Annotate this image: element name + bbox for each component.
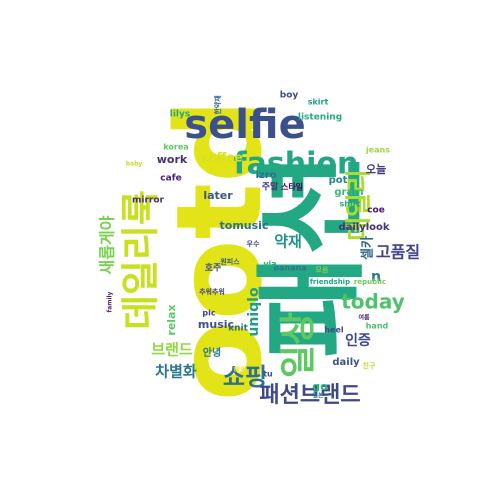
word-skirt: skirt <box>308 98 329 107</box>
word-chuwo: 추워추워 <box>199 287 225 296</box>
word-gram: gram <box>334 187 363 198</box>
word-tu: tu <box>263 370 273 379</box>
word-jumal: 주말 <box>262 181 279 193</box>
word-n: n <box>371 269 381 285</box>
word-cafe: cafe <box>160 174 181 184</box>
word-relax: relax <box>165 304 178 335</box>
word-dailylook: dailylook <box>338 222 389 233</box>
word-brand: 브랜드 <box>151 341 193 359</box>
word-onepiece: 원피스 <box>220 257 240 266</box>
word-selka: 셀카 <box>361 236 376 260</box>
word-go: go <box>312 380 328 393</box>
word-yeoreum: 여름 <box>358 314 370 322</box>
word-ilsang: 일상 <box>278 312 319 378</box>
word-uniqlo: uniqlo <box>246 287 262 337</box>
word-shopping: 쇼핑 <box>223 363 267 391</box>
word-baby: baby <box>126 161 143 168</box>
word-izro: izro <box>255 170 276 181</box>
word-family: family <box>107 291 114 312</box>
word-daily: daily <box>332 357 360 368</box>
word-friendship: friendship <box>310 278 350 286</box>
word-today: today <box>341 290 405 314</box>
word-hoju: 호주 <box>205 263 222 274</box>
word-annyeong: 안녕 <box>203 346 221 359</box>
word-haeoe: 해외 <box>234 365 247 374</box>
word-moeum: 모음 <box>316 265 329 274</box>
word-injeung: 인증 <box>345 332 371 349</box>
word-heel: heel <box>324 326 344 335</box>
word-oneul: 오늘 <box>366 163 386 176</box>
word-mirror: mirror <box>132 196 165 206</box>
word-coe: coe <box>367 206 385 216</box>
word-ilbon: 일본 <box>312 392 324 400</box>
word-banana: banana <box>273 264 306 273</box>
word-music: music <box>198 318 234 331</box>
word-fashion: fashion <box>234 147 359 182</box>
word-later: later <box>203 189 233 202</box>
word-fashion-kr: 패션 <box>248 152 378 358</box>
word-selfie: selfie <box>184 102 305 148</box>
word-tomusic: tomusic <box>220 219 269 232</box>
word-work: work <box>157 153 188 166</box>
word-style: 스타일 <box>281 182 303 192</box>
word-lilys: lilys <box>170 110 190 120</box>
word-boy: boy <box>280 91 299 101</box>
word-dailylook-kr: 데일리룩 <box>119 190 163 330</box>
word-pic: pic <box>202 309 215 318</box>
word-shirt: shirt <box>340 200 361 209</box>
word-via: via <box>263 260 276 269</box>
word-jeans: jeans <box>365 146 390 155</box>
word-chabyeolhwa: 차별화 <box>155 363 197 381</box>
word-fashion-brand: 패션브랜드 <box>259 383 360 408</box>
word-listening: listening <box>298 113 342 123</box>
word-chingu: 친구 <box>363 361 376 370</box>
word-daily-kr: 데일리 <box>345 169 375 241</box>
word-hand: hand <box>366 322 389 331</box>
word-gopumjil: 고품질 <box>376 243 420 262</box>
word-pot: pot <box>329 175 348 186</box>
word-korea: korea <box>163 143 188 152</box>
word-hanyakjae: 한약재 <box>213 95 222 114</box>
word-yakjae: 약재 <box>274 233 302 251</box>
word-coffee: coffee <box>201 151 242 165</box>
word-ootd: ootd <box>150 98 288 401</box>
word-saeropge: 새롭게야 <box>98 215 117 274</box>
word-usu: 우수 <box>247 239 260 248</box>
word-knit: knit <box>228 324 248 334</box>
word-republic: republic <box>354 278 386 286</box>
